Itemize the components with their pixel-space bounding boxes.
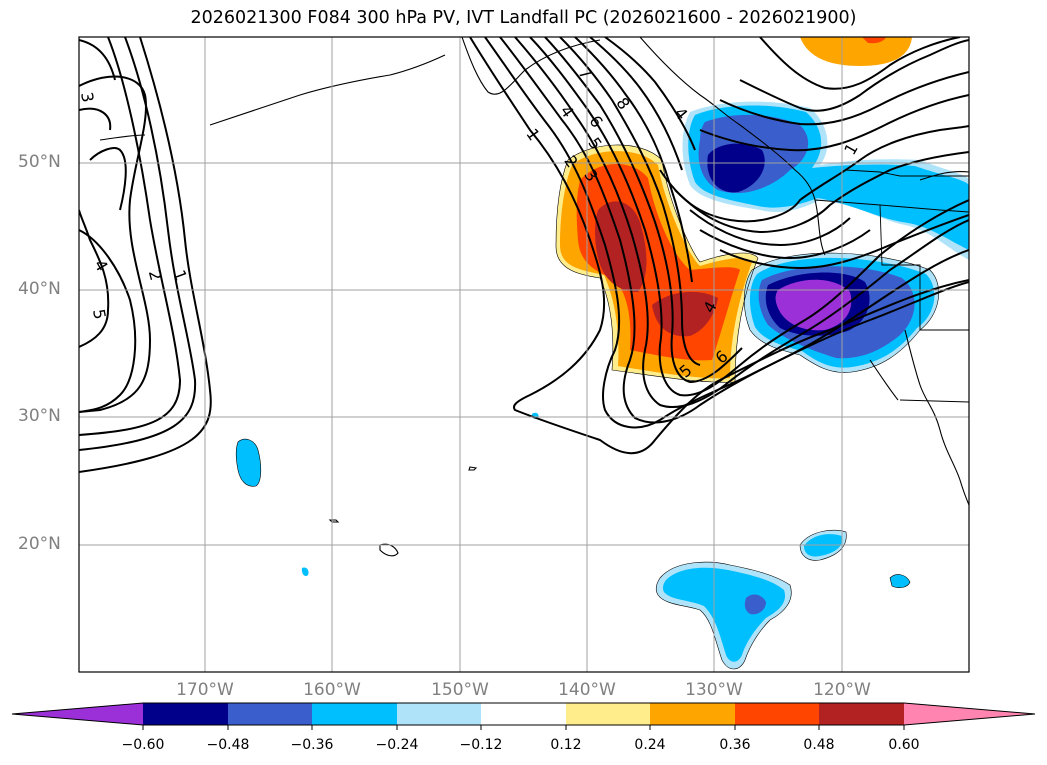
colorbar-tick-label: −0.48: [206, 737, 250, 753]
map-plot-area: 3 4 5 2 1 1 2 3 4 5 6 7 8 4 6 5 4 1: [77, 37, 969, 672]
lon-label-170w: 170°W: [176, 680, 234, 700]
colorbar-segment: [819, 703, 904, 725]
colorbar-segment: [735, 703, 819, 725]
lon-label-160w: 160°W: [303, 680, 361, 700]
colorbar-tick-label: −0.24: [375, 737, 419, 753]
colorbar-tick-label: 0.24: [634, 737, 666, 753]
colorbar-tick-label: 0.36: [719, 737, 751, 753]
figure-title: 2026021300 F084 300 hPa PV, IVT Landfall…: [190, 8, 857, 28]
colorbar-segment: [650, 703, 735, 725]
lon-label-140w: 140°W: [558, 680, 616, 700]
colorbar-ticks: [142, 725, 905, 730]
lat-label-50n: 50°N: [18, 152, 61, 172]
lon-label-120w: 120°W: [813, 680, 871, 700]
colorbar-tick-label: −0.12: [459, 737, 503, 753]
colorbar-segment: [312, 703, 397, 725]
colorbar-tick-label: −0.36: [290, 737, 334, 753]
colorbar-extend-left: [12, 703, 143, 725]
lon-label-150w: 150°W: [431, 680, 489, 700]
lat-label-40n: 40°N: [18, 279, 61, 299]
lat-label-20n: 20°N: [18, 534, 61, 554]
colorbar-segment: [566, 703, 650, 725]
contour-label: 5: [89, 308, 109, 321]
coastlines: [99, 37, 969, 557]
colorbar-extend-right: [904, 703, 1035, 725]
colorbar-segment: [143, 703, 228, 725]
colorbar: [11, 702, 1036, 730]
colorbar-segment: [481, 703, 566, 725]
colorbar-tick-label: 0.12: [550, 737, 582, 753]
colorbar-segment: [397, 703, 481, 725]
contour-label: 2: [145, 268, 166, 283]
lon-label-130w: 130°W: [685, 680, 743, 700]
colorbar-segment: [228, 703, 312, 725]
pv-contours: [79, 37, 969, 473]
lat-label-30n: 30°N: [18, 406, 61, 426]
gridlines: [79, 37, 969, 672]
map-frame: [78, 36, 970, 673]
colorbar-tick-label: 0.60: [888, 737, 920, 753]
colorbar-tick-label: 0.48: [803, 737, 835, 753]
contour-label: 3: [77, 91, 97, 104]
colorbar-tick-label: −0.60: [121, 737, 165, 753]
political-borders: [814, 169, 969, 403]
